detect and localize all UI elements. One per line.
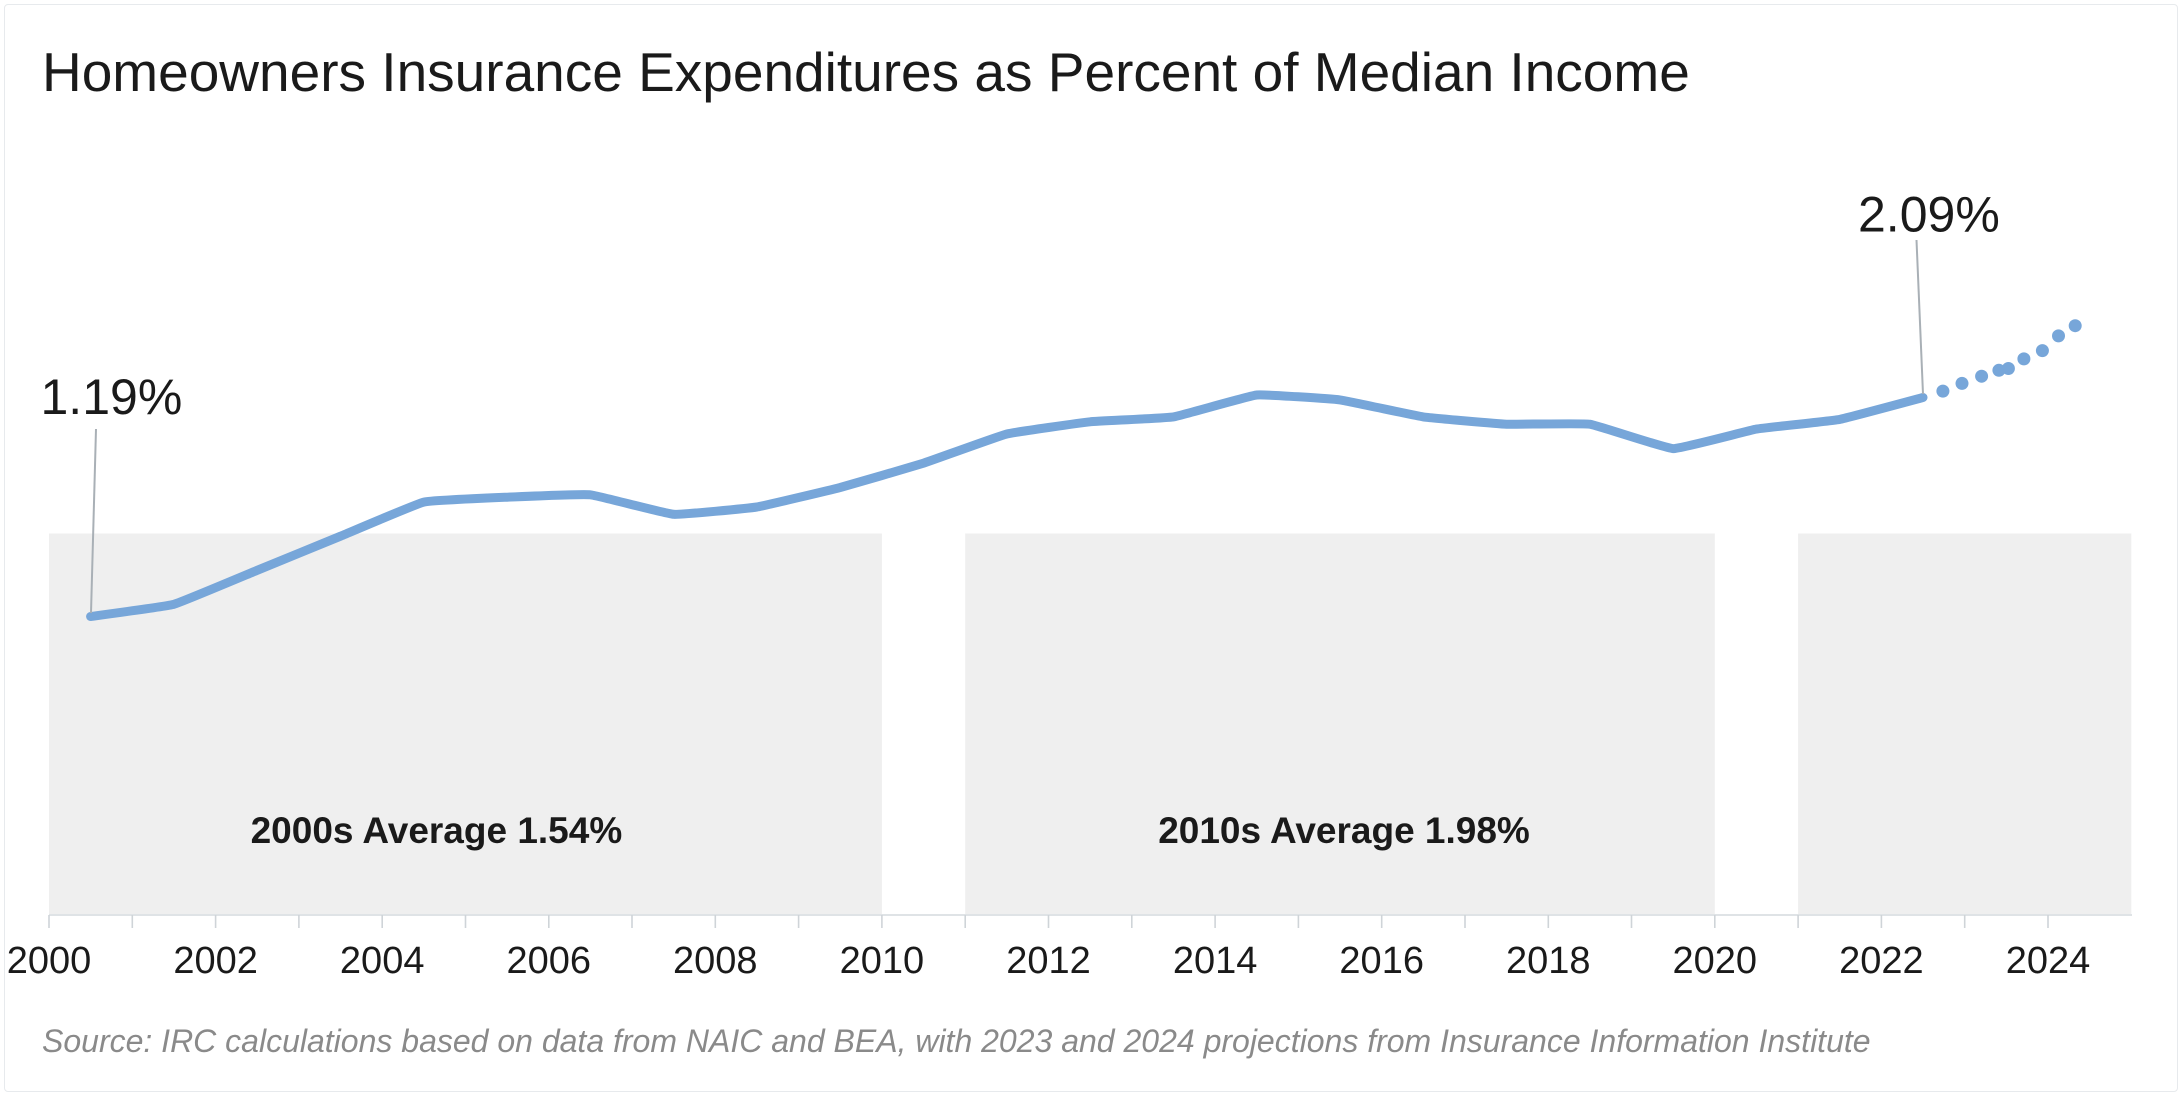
svg-text:2014: 2014 xyxy=(1173,940,1258,982)
svg-text:2024: 2024 xyxy=(2006,940,2091,982)
svg-text:2010: 2010 xyxy=(840,940,925,982)
svg-text:2016: 2016 xyxy=(1339,940,1424,982)
svg-text:2002: 2002 xyxy=(173,940,258,982)
svg-text:2004: 2004 xyxy=(340,940,425,982)
svg-text:2008: 2008 xyxy=(673,940,758,982)
svg-text:1.19%: 1.19% xyxy=(41,369,183,425)
svg-text:2018: 2018 xyxy=(1506,940,1591,982)
svg-text:2000: 2000 xyxy=(7,940,92,982)
svg-text:2006: 2006 xyxy=(507,940,592,982)
svg-text:2.09%: 2.09% xyxy=(1858,187,2000,243)
svg-text:2012: 2012 xyxy=(1006,940,1091,982)
svg-text:2020: 2020 xyxy=(1673,940,1758,982)
svg-text:2022: 2022 xyxy=(1839,940,1924,982)
svg-text:2000s Average 1.54%: 2000s Average 1.54% xyxy=(251,810,623,851)
svg-text:2010s Average 1.98%: 2010s Average 1.98% xyxy=(1158,810,1530,851)
